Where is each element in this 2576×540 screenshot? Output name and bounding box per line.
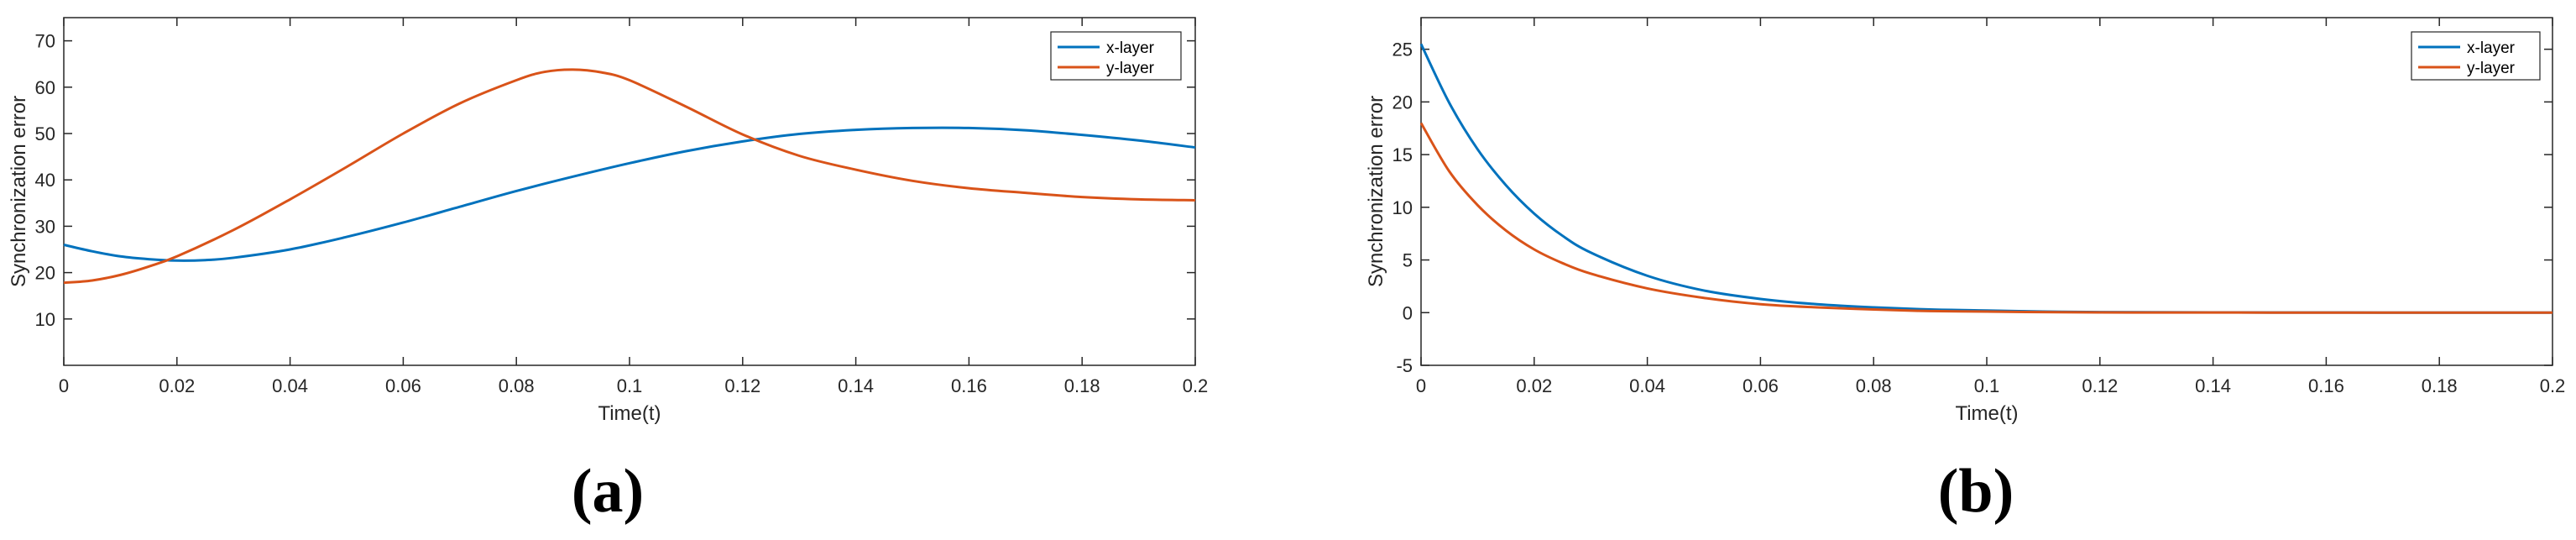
y-tick-label: 15 (1393, 144, 1413, 165)
y-tick-label: 40 (35, 170, 55, 191)
panel-label-b: (b) (1938, 457, 2014, 526)
y-axis: 10 20 30 40 50 60 70 (35, 31, 1195, 330)
x-tick-label: 0.18 (2422, 375, 2458, 396)
panel-label-a: (a) (572, 457, 644, 526)
x-tick-label: 0.06 (1743, 375, 1779, 396)
x-tick-label: 0.08 (499, 375, 535, 396)
legend: x-layer y-layer (1050, 31, 1182, 81)
x-tick-label: 0.14 (2195, 375, 2231, 396)
y-tick-label: 30 (35, 216, 55, 237)
x-tick-label: 0.08 (1856, 375, 1892, 396)
x-tick-label: 0.16 (951, 375, 987, 396)
y-tick-label: 10 (35, 309, 55, 330)
legend-box (1050, 31, 1182, 81)
y-tick-label: 5 (1403, 250, 1413, 271)
x-tick-label: 0.12 (2082, 375, 2118, 396)
x-tick-label: 0.2 (1183, 375, 1209, 396)
plot-area (63, 17, 1196, 366)
y-tick-label: 50 (35, 123, 55, 144)
y-tick-label: 10 (1393, 197, 1413, 218)
x-axis-title: Time(t) (1955, 402, 2018, 425)
legend-label-x-layer: x-layer (1106, 39, 1155, 57)
x-tick-label: 0.18 (1064, 375, 1100, 396)
x-tick-label: 0.2 (2540, 375, 2566, 396)
x-tick-label: 0.02 (159, 375, 195, 396)
legend: x-layer y-layer (2411, 31, 2541, 81)
series-line-x-layer (63, 126, 1196, 262)
x-tick-label: 0.1 (1974, 375, 2000, 396)
y-axis-title: Synchronization error (8, 96, 30, 287)
y-tick-label: 70 (35, 31, 55, 52)
series-line-y-layer (1419, 122, 2552, 314)
series-lines (1419, 43, 2553, 314)
x-tick-label: 0.04 (272, 375, 308, 396)
plot-area (1420, 17, 2553, 366)
x-tick-label: 0.04 (1629, 375, 1665, 396)
legend-label-y-layer: y-layer (2467, 60, 2516, 77)
y-tick-label: 20 (1393, 92, 1413, 113)
y-tick-label: 20 (35, 263, 55, 284)
x-axis-title: Time(t) (598, 402, 661, 425)
x-axis: 0 0.02 0.04 0.06 0.08 0.1 0.12 0.14 0.16 0.18 0.2 (1416, 18, 2565, 396)
chart-panel-a: 0 0.02 0.04 0.06 0.08 0.1 0.12 0.14 0.16 0.18 0.2 … (8, 17, 1208, 526)
x-tick-label: 0.1 (617, 375, 643, 396)
series-lines (63, 68, 1196, 285)
y-tick-label: 0 (1403, 302, 1413, 323)
y-axis: -5 0 5 10 15 20 25 (1393, 39, 2552, 376)
chart-panel-b: 0 0.02 0.04 0.06 0.08 0.1 0.12 0.14 0.16 0.18 0.2 … (1365, 17, 2565, 526)
y-axis-title: Synchronization error (1365, 96, 1387, 287)
y-tick-label: 25 (1393, 39, 1413, 60)
x-tick-label: 0.14 (838, 375, 874, 396)
legend-label-y-layer: y-layer (1106, 60, 1155, 77)
y-tick-label: -5 (1396, 355, 1413, 376)
y-tick-label: 60 (35, 77, 55, 98)
x-tick-label: 0.06 (385, 375, 421, 396)
x-tick-label: 0 (59, 375, 69, 396)
x-tick-label: 0.12 (724, 375, 760, 396)
x-tick-label: 0.16 (2308, 375, 2344, 396)
series-line-y-layer (63, 68, 1196, 285)
legend-box (2411, 31, 2541, 81)
x-axis: 0 0.02 0.04 0.06 0.08 0.1 0.12 0.14 0.16 0.18 0.2 (59, 18, 1208, 396)
legend-label-x-layer: x-layer (2467, 39, 2516, 57)
x-tick-label: 0.02 (1516, 375, 1552, 396)
x-tick-label: 0 (1416, 375, 1426, 396)
